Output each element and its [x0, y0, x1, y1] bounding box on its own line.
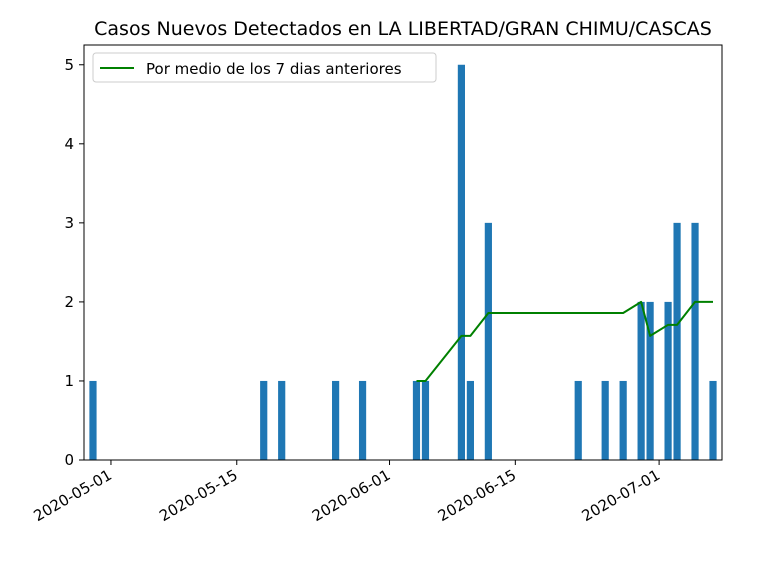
y-tick-label: 3 — [64, 214, 74, 232]
bar — [637, 301, 645, 460]
legend-box — [92, 52, 437, 83]
bar — [89, 380, 97, 460]
y-tick-label: 1 — [64, 372, 74, 390]
x-tick-label: 2020-06-01 — [309, 466, 394, 525]
y-tick-label: 2 — [64, 293, 74, 311]
bar — [673, 222, 681, 460]
bar — [457, 64, 465, 460]
y-tick-label: 0 — [64, 451, 74, 469]
bar — [278, 380, 286, 460]
average-line — [416, 300, 714, 382]
bar — [664, 301, 672, 460]
bar — [574, 380, 582, 460]
bar — [358, 380, 367, 460]
legend-label: Por medio de los 7 dias anteriores — [146, 60, 402, 78]
bar — [332, 380, 340, 460]
bar — [260, 380, 268, 460]
bar — [601, 380, 609, 460]
chart-title: Casos Nuevos Detectados en LA LIBERTAD/G… — [94, 18, 712, 40]
bar — [412, 380, 421, 460]
x-tick-label: 2020-05-01 — [30, 466, 115, 525]
y-tick-label: 5 — [64, 56, 74, 74]
x-tick-label: 2020-07-01 — [579, 466, 664, 525]
x-tick-label: 2020-06-15 — [435, 466, 520, 525]
line-layer — [416, 300, 714, 382]
bar — [691, 222, 699, 460]
x-tick-label: 2020-05-15 — [156, 466, 241, 525]
legend: Por medio de los 7 dias anteriores — [92, 52, 437, 83]
bar — [466, 380, 474, 460]
bar — [421, 380, 430, 460]
bar — [619, 380, 627, 460]
bar — [709, 380, 717, 460]
y-axis: 0 1 2 3 4 5 — [64, 56, 84, 469]
bar — [484, 222, 492, 460]
y-tick-label: 4 — [64, 135, 74, 153]
x-axis: 2020-05-01 2020-05-15 2020-06-01 2020-06-15… — [30, 460, 663, 525]
bar — [646, 301, 654, 460]
plot-area-frame — [83, 44, 723, 461]
bars-layer — [89, 64, 717, 460]
